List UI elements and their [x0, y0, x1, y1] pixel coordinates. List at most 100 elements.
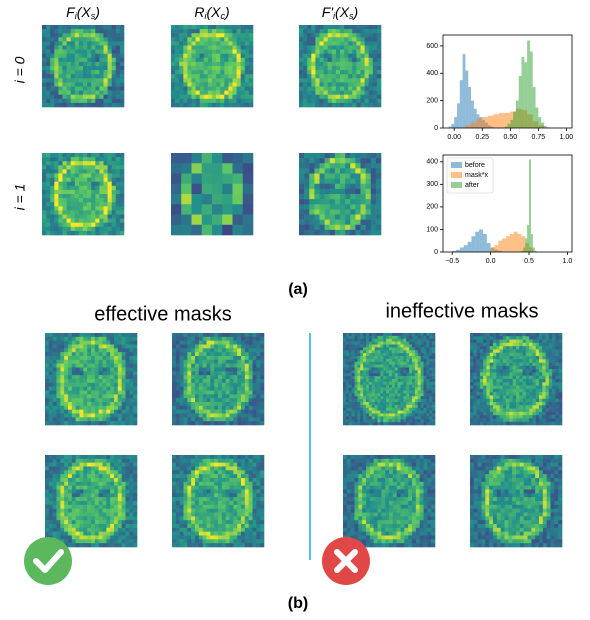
pixel	[516, 379, 520, 383]
pixel	[477, 382, 481, 386]
pixel	[256, 383, 260, 387]
pixel	[116, 25, 120, 29]
pixel	[412, 382, 415, 385]
pixel	[346, 385, 349, 388]
pixel	[361, 174, 366, 179]
pixel	[309, 194, 314, 199]
pixel	[226, 371, 230, 375]
pixel	[355, 215, 360, 220]
pixel	[373, 78, 377, 82]
pixel	[42, 78, 46, 82]
pixel	[380, 414, 383, 417]
pixel	[99, 368, 103, 372]
pixel	[116, 54, 120, 58]
pixel	[415, 362, 418, 365]
pixel	[116, 202, 120, 206]
pixel	[72, 455, 76, 459]
pixel	[555, 363, 559, 367]
pixel	[241, 379, 245, 383]
pixel	[72, 467, 76, 471]
pixel	[187, 333, 191, 337]
pixel	[108, 50, 112, 54]
pixel	[513, 343, 517, 347]
pixel	[222, 225, 233, 236]
pixel	[42, 186, 46, 190]
pixel	[91, 219, 95, 223]
pixel	[57, 463, 61, 467]
pixel	[241, 25, 245, 29]
pixel	[207, 379, 211, 383]
pixel	[490, 389, 494, 393]
pixel	[549, 366, 553, 370]
pixel	[104, 41, 108, 45]
pixel	[199, 398, 203, 402]
pixel	[555, 412, 559, 416]
pixel	[355, 422, 358, 425]
pixel	[299, 50, 303, 54]
pixel	[360, 405, 363, 408]
pixel	[187, 33, 191, 37]
pixel	[378, 385, 381, 388]
pixel	[99, 463, 103, 467]
pixel	[91, 406, 95, 410]
pixel	[99, 402, 103, 406]
pixel	[346, 333, 349, 336]
pixel	[299, 220, 304, 225]
pixel	[386, 402, 389, 405]
pixel	[204, 25, 208, 29]
pixel	[516, 415, 520, 419]
pixel	[398, 347, 401, 350]
pixel	[559, 336, 563, 340]
pixel	[58, 198, 62, 202]
pixel	[120, 46, 124, 50]
pixel	[133, 375, 137, 379]
pixel	[191, 356, 195, 360]
pixel	[75, 99, 79, 103]
pixel	[490, 412, 494, 416]
pixel	[516, 333, 520, 337]
pixel	[375, 345, 378, 348]
pixel	[352, 74, 356, 78]
pixel	[519, 349, 523, 353]
pixel	[46, 194, 50, 198]
pixel	[398, 382, 401, 385]
pixel	[542, 359, 546, 363]
pixel	[424, 422, 427, 425]
pixel	[490, 395, 494, 399]
pixel	[45, 387, 49, 391]
pixel	[409, 342, 412, 345]
pixel	[552, 415, 556, 419]
pixel	[490, 340, 494, 344]
pixel	[348, 95, 352, 99]
pixel	[371, 163, 376, 168]
pixel	[409, 402, 412, 405]
pixel	[539, 386, 543, 390]
pixel	[343, 422, 346, 425]
pixel	[509, 372, 513, 376]
pixel	[490, 369, 494, 373]
pixel	[79, 215, 83, 219]
pixel	[470, 349, 474, 353]
pixel	[75, 169, 79, 173]
pixel	[222, 421, 226, 425]
pixel	[49, 379, 53, 383]
pixel	[83, 371, 87, 375]
pixel	[54, 95, 58, 99]
pixel	[104, 74, 108, 78]
pixel	[226, 348, 230, 352]
pixel	[203, 414, 207, 418]
pixel	[91, 463, 95, 467]
pixel	[83, 215, 87, 219]
pixel	[216, 82, 220, 86]
pixel	[249, 50, 253, 54]
pixel	[200, 46, 204, 50]
pixel	[72, 387, 76, 391]
pixel	[395, 370, 398, 373]
pixel	[99, 74, 103, 78]
pixel	[366, 342, 369, 345]
pixel	[375, 379, 378, 382]
pixel	[199, 421, 203, 425]
pixel	[363, 350, 366, 353]
pixel	[299, 66, 303, 70]
pixel	[171, 78, 175, 82]
